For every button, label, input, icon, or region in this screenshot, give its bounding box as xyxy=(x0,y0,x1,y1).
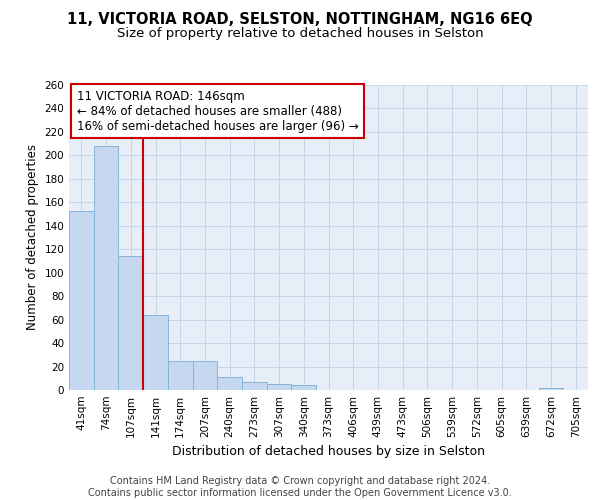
Bar xyxy=(217,377,242,390)
Bar xyxy=(69,210,94,390)
X-axis label: Distribution of detached houses by size in Selston: Distribution of detached houses by size … xyxy=(172,446,485,458)
Bar xyxy=(118,256,143,390)
Text: Size of property relative to detached houses in Selston: Size of property relative to detached ho… xyxy=(116,28,484,40)
Bar xyxy=(143,315,168,390)
Bar xyxy=(94,146,118,390)
Bar xyxy=(168,360,193,390)
Bar xyxy=(242,382,267,390)
Bar xyxy=(539,388,563,390)
Bar xyxy=(193,360,217,390)
Text: Contains HM Land Registry data © Crown copyright and database right 2024.
Contai: Contains HM Land Registry data © Crown c… xyxy=(88,476,512,498)
Y-axis label: Number of detached properties: Number of detached properties xyxy=(26,144,39,330)
Bar xyxy=(292,386,316,390)
Text: 11, VICTORIA ROAD, SELSTON, NOTTINGHAM, NG16 6EQ: 11, VICTORIA ROAD, SELSTON, NOTTINGHAM, … xyxy=(67,12,533,28)
Bar xyxy=(267,384,292,390)
Text: 11 VICTORIA ROAD: 146sqm
← 84% of detached houses are smaller (488)
16% of semi-: 11 VICTORIA ROAD: 146sqm ← 84% of detach… xyxy=(77,90,359,132)
